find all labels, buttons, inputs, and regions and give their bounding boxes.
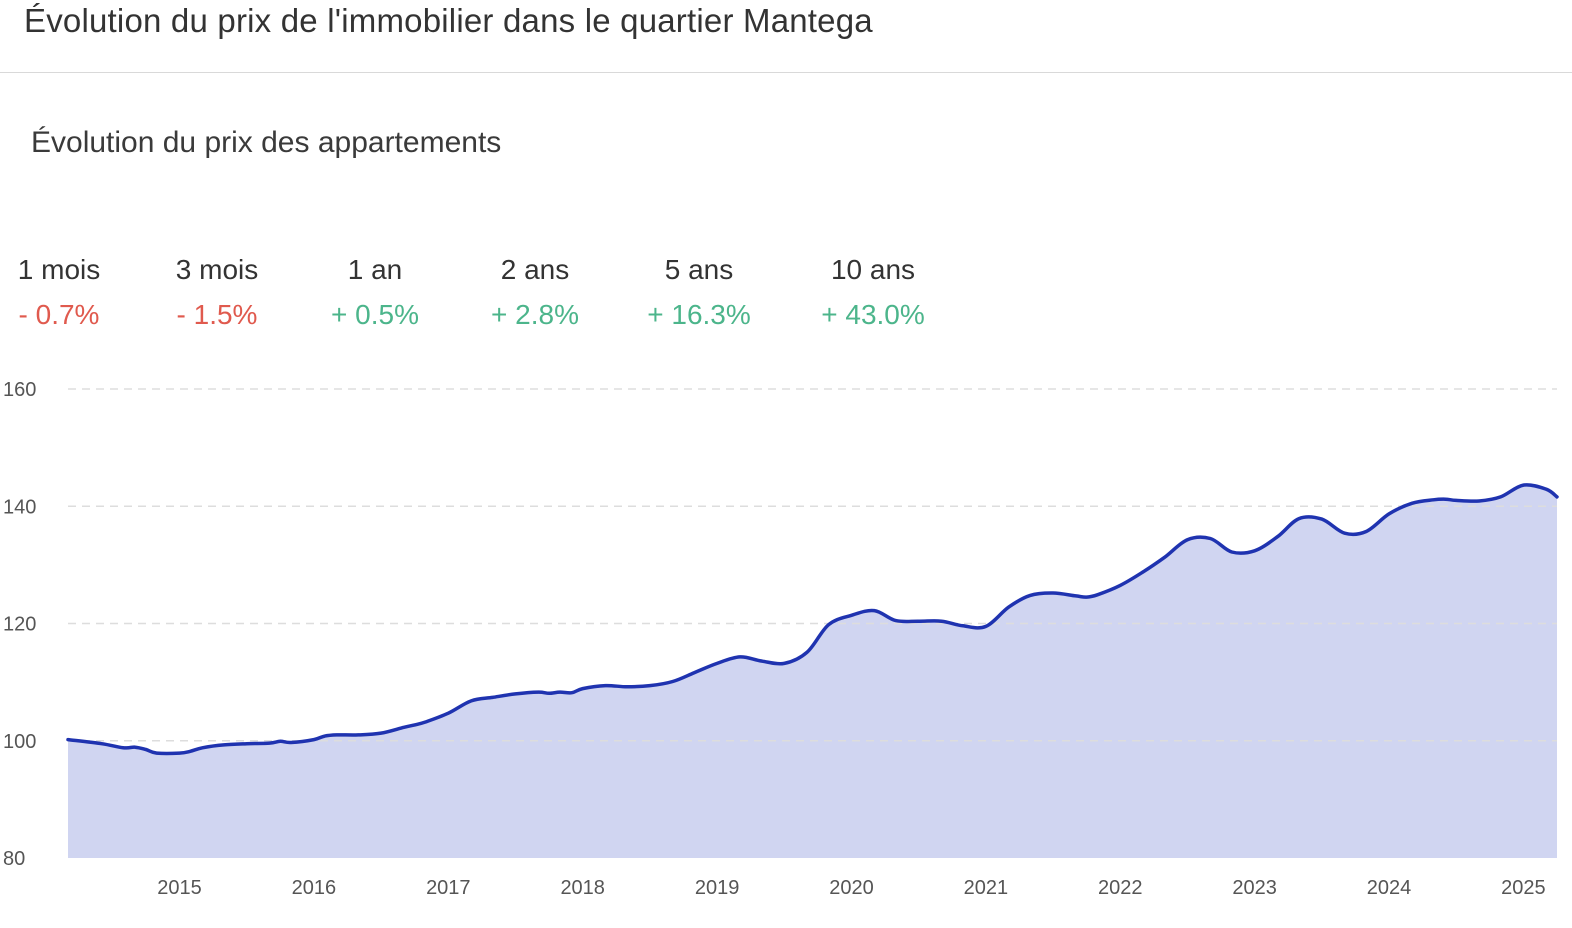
x-tick-label: 2019 (695, 877, 740, 899)
stat-10-years: 10 ans + 43.0% (798, 252, 948, 333)
stat-1-month: 1 mois - 0.7% (0, 252, 134, 333)
chart-title: Évolution du prix des appartements (31, 126, 502, 159)
price-line (66, 483, 1559, 756)
area-fill (68, 484, 1557, 858)
x-tick-label: 2024 (1367, 877, 1412, 899)
y-tick-label: 160 (3, 379, 36, 401)
page-title: Évolution du prix de l'immobilier dans l… (24, 2, 873, 39)
x-tick-label: 2018 (560, 877, 605, 899)
x-tick-label: 2021 (964, 877, 1009, 899)
stat-label: 10 ans (830, 254, 916, 285)
stat-value: - 1.5% (176, 299, 258, 330)
stat-2-years: 2 ans + 2.8% (460, 252, 610, 333)
stat-label: 2 ans (500, 254, 570, 285)
y-tick-label: 140 (3, 496, 36, 518)
y-tick-label: 80 (3, 848, 25, 870)
y-tick-label: 100 (3, 731, 36, 753)
stat-label: 1 mois (17, 254, 101, 285)
stat-label: 1 an (347, 254, 403, 285)
stat-value: + 16.3% (647, 299, 751, 330)
stat-5-years: 5 ans + 16.3% (624, 252, 774, 333)
stat-value: + 0.5% (331, 299, 419, 330)
stat-value: + 43.0% (821, 299, 925, 330)
x-tick-label: 2015 (157, 877, 202, 899)
x-tick-label: 2020 (829, 877, 874, 899)
x-tick-label: 2022 (1098, 877, 1143, 899)
stat-label: 5 ans (664, 254, 734, 285)
x-tick-label: 2023 (1232, 877, 1277, 899)
stat-3-months: 3 mois - 1.5% (142, 252, 292, 333)
x-tick-label: 2025 (1501, 877, 1546, 899)
y-tick-label: 120 (3, 614, 36, 636)
stat-value: + 2.8% (491, 299, 579, 330)
title-divider (0, 72, 1572, 73)
stat-value: - 0.7% (18, 299, 100, 330)
x-tick-label: 2017 (426, 877, 471, 899)
stat-1-year: 1 an + 0.5% (300, 252, 450, 333)
x-tick-label: 2016 (292, 877, 337, 899)
stat-label: 3 mois (175, 254, 259, 285)
